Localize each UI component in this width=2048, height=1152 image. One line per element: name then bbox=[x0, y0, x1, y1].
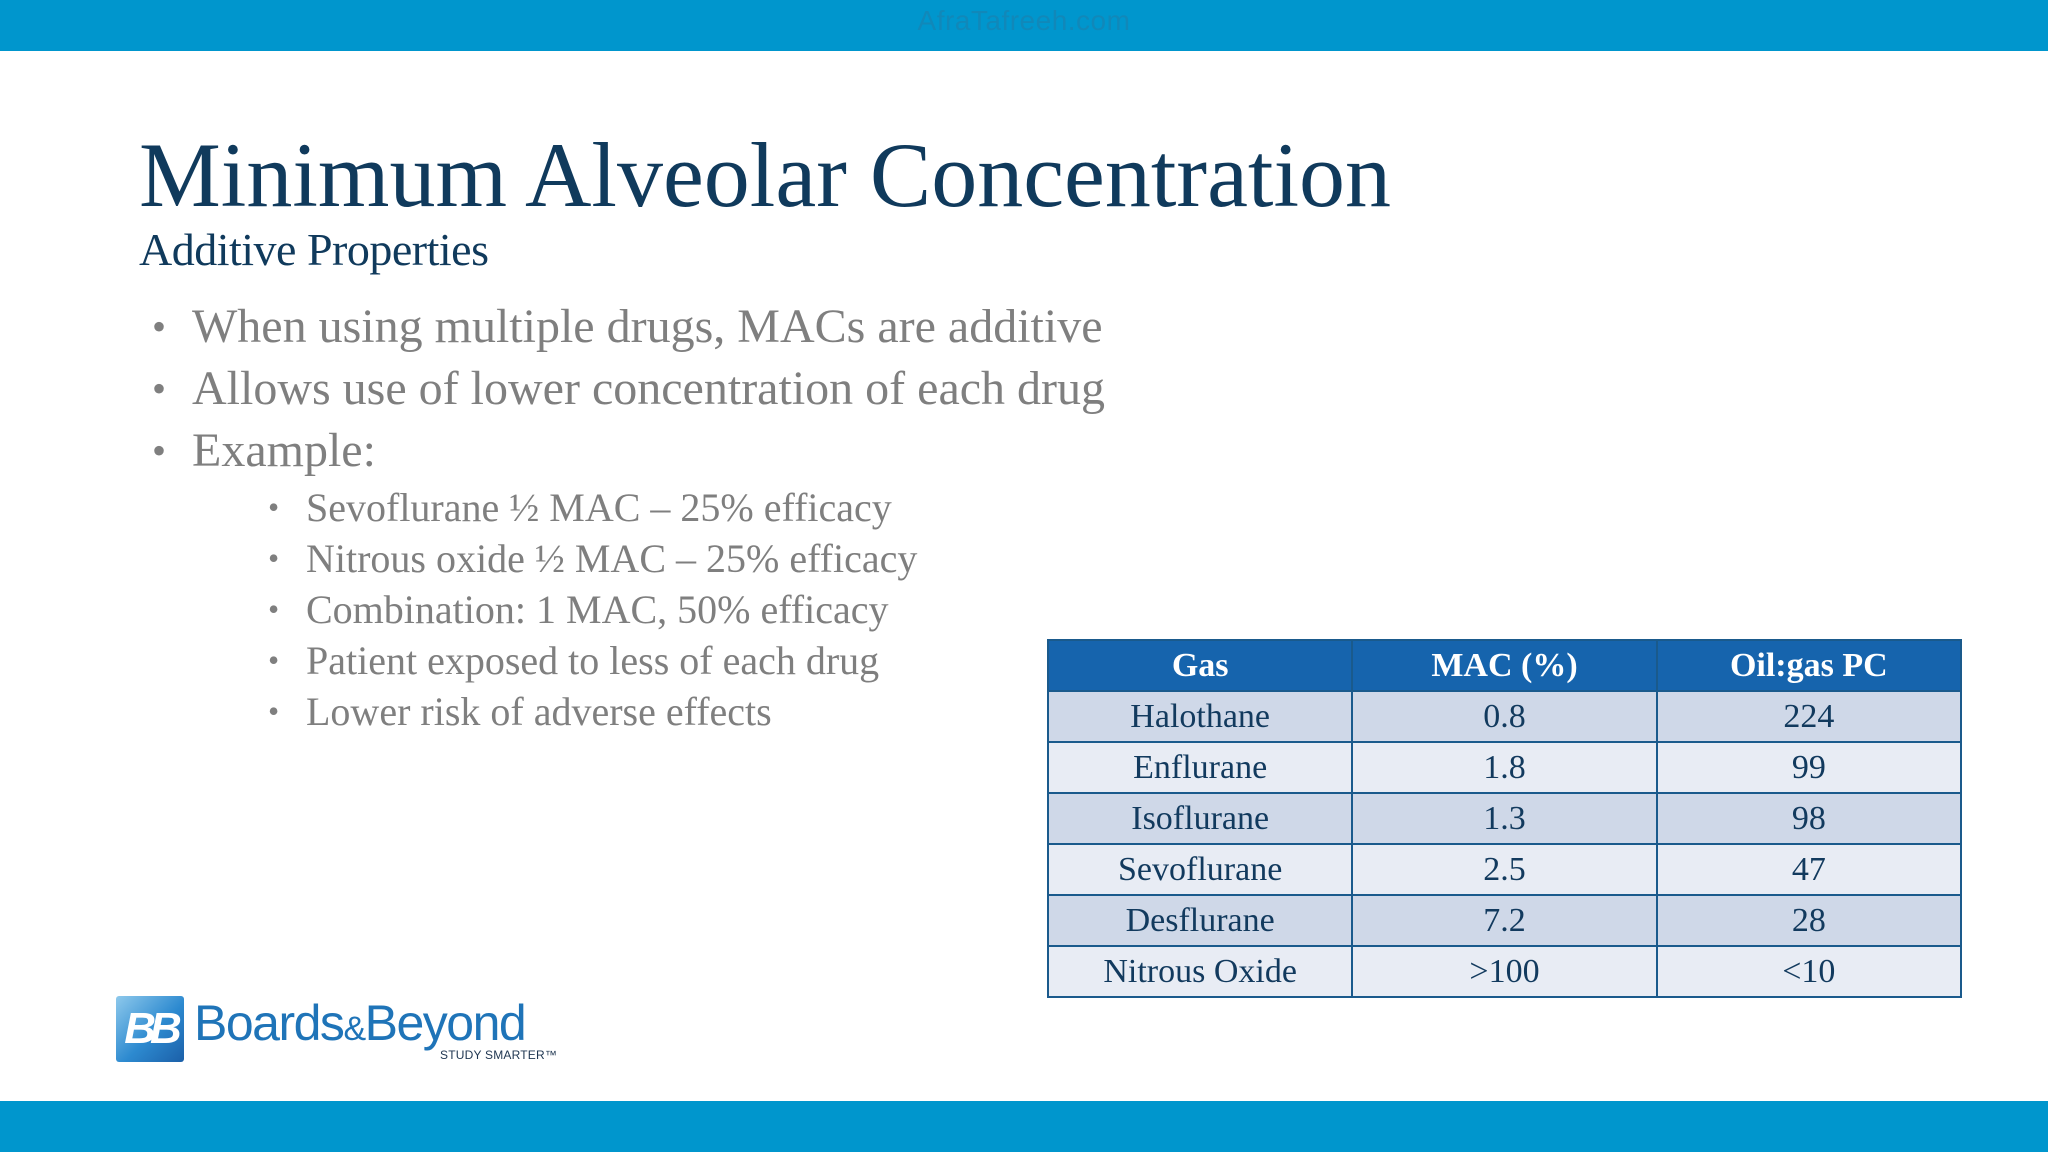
sub-bullet-item: • Patient exposed to less of each drug bbox=[266, 635, 1250, 686]
bullet-dot-icon: • bbox=[268, 489, 280, 525]
sub-bullet-item: • Lower risk of adverse effects bbox=[266, 686, 1250, 737]
bullet-text: Allows use of lower concentration of eac… bbox=[192, 362, 1106, 415]
bullet-dot-icon: • bbox=[152, 304, 167, 349]
sub-bullet-text: Combination: 1 MAC, 50% efficacy bbox=[306, 587, 889, 632]
table-row: Enflurane 1.8 99 bbox=[1046, 741, 1963, 794]
table-row: Desflurane 7.2 28 bbox=[1046, 894, 1963, 947]
sub-bullet-item: • Nitrous oxide ½ MAC – 25% efficacy bbox=[266, 533, 1250, 584]
sub-bullet-text: Sevoflurane ½ MAC – 25% efficacy bbox=[306, 485, 892, 530]
sub-bullet-item: • Sevoflurane ½ MAC – 25% efficacy bbox=[266, 482, 1250, 533]
table-row: Halothane 0.8 224 bbox=[1046, 690, 1963, 743]
cell-gas: Desflurane bbox=[1046, 894, 1354, 947]
header-mac: MAC (%) bbox=[1351, 639, 1658, 692]
bullet-dot-icon: • bbox=[152, 428, 167, 473]
cell-oil-gas-pc: 99 bbox=[1655, 741, 1963, 794]
bottom-bar bbox=[0, 1101, 2048, 1152]
sub-bullet-item: • Combination: 1 MAC, 50% efficacy bbox=[266, 584, 1250, 635]
cell-gas: Halothane bbox=[1046, 690, 1354, 743]
logo-wordmark: Boards&Beyond bbox=[194, 994, 527, 1058]
top-bar bbox=[0, 0, 2048, 51]
cell-gas: Sevoflurane bbox=[1046, 843, 1354, 896]
cell-mac: >100 bbox=[1351, 945, 1658, 998]
bullet-item: • When using multiple drugs, MACs are ad… bbox=[150, 296, 1250, 358]
bb-logo-icon: BB bbox=[116, 996, 184, 1062]
mac-table: Gas MAC (%) Oil:gas PC Halothane 0.8 224… bbox=[1046, 639, 1963, 998]
cell-oil-gas-pc: 98 bbox=[1655, 792, 1963, 845]
cell-gas: Enflurane bbox=[1046, 741, 1354, 794]
cell-mac: 1.8 bbox=[1351, 741, 1658, 794]
cell-gas: Isoflurane bbox=[1046, 792, 1354, 845]
bullet-dot-icon: • bbox=[268, 591, 280, 627]
logo-ampersand: & bbox=[343, 1010, 366, 1048]
cell-oil-gas-pc: 47 bbox=[1655, 843, 1963, 896]
cell-mac: 7.2 bbox=[1351, 894, 1658, 947]
bullet-dot-icon: • bbox=[268, 540, 280, 576]
sub-bullet-text: Lower risk of adverse effects bbox=[306, 689, 772, 734]
bullet-dot-icon: • bbox=[268, 693, 280, 729]
table-row: Sevoflurane 2.5 47 bbox=[1046, 843, 1963, 896]
bullet-dot-icon: • bbox=[268, 642, 280, 678]
logo-name-part1: Boards bbox=[194, 995, 345, 1051]
watermark: AfraTafreeh.com bbox=[917, 5, 1131, 36]
header-gas: Gas bbox=[1046, 639, 1354, 692]
logo-tagline: STUDY SMARTER™ bbox=[440, 1048, 558, 1062]
sub-bullet-text: Patient exposed to less of each drug bbox=[306, 638, 880, 683]
table-header-row: Gas MAC (%) Oil:gas PC bbox=[1046, 639, 1963, 692]
cell-oil-gas-pc: 28 bbox=[1655, 894, 1963, 947]
cell-oil-gas-pc: <10 bbox=[1655, 945, 1963, 998]
cell-mac: 1.3 bbox=[1351, 792, 1658, 845]
sub-bullet-list: • Sevoflurane ½ MAC – 25% efficacy • Nit… bbox=[266, 482, 1250, 737]
cell-mac: 2.5 bbox=[1351, 843, 1658, 896]
header-oil-gas-pc: Oil:gas PC bbox=[1655, 639, 1963, 692]
bullet-text: Example: bbox=[192, 424, 376, 477]
bullet-dot-icon: • bbox=[152, 366, 167, 411]
cell-gas: Nitrous Oxide bbox=[1046, 945, 1354, 998]
cell-oil-gas-pc: 224 bbox=[1655, 690, 1963, 743]
cell-mac: 0.8 bbox=[1351, 690, 1658, 743]
sub-bullet-text: Nitrous oxide ½ MAC – 25% efficacy bbox=[306, 536, 918, 581]
bullet-item: • Example: • Sevoflurane ½ MAC – 25% eff… bbox=[150, 420, 1250, 737]
boards-and-beyond-logo: BB Boards&Beyond STUDY SMARTER™ bbox=[116, 994, 558, 1062]
bullet-text: When using multiple drugs, MACs are addi… bbox=[192, 300, 1103, 353]
bullet-list: • When using multiple drugs, MACs are ad… bbox=[150, 296, 1250, 737]
slide-subtitle: Additive Properties bbox=[139, 224, 489, 275]
bullet-item: • Allows use of lower concentration of e… bbox=[150, 358, 1250, 420]
logo-name-part2: Beyond bbox=[364, 995, 527, 1051]
table-row: Isoflurane 1.3 98 bbox=[1046, 792, 1963, 845]
slide-title: Minimum Alveolar Concentration bbox=[139, 124, 1392, 226]
table-row: Nitrous Oxide >100 <10 bbox=[1046, 945, 1963, 998]
